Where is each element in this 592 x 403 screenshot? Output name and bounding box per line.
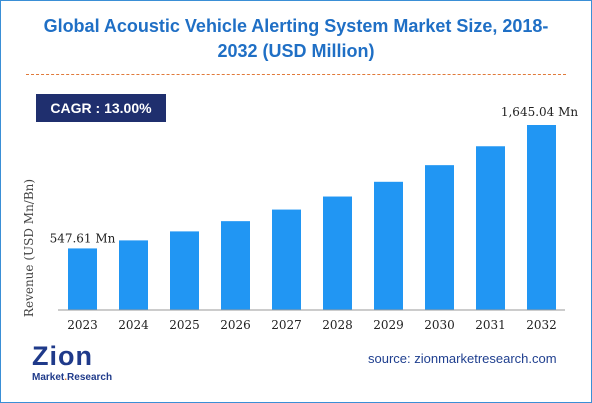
logo-sub-left: Market <box>32 372 65 383</box>
bar-2032 <box>527 125 556 310</box>
y-axis-label: Revenue (USD Mn/Bn) <box>22 179 36 317</box>
title-divider <box>26 74 566 75</box>
chart-title-line-1: Global Acoustic Vehicle Alerting System … <box>43 16 549 36</box>
bar-2025 <box>170 231 199 310</box>
data-label-last: 1,645.04 Mn <box>501 105 579 119</box>
bar-2031 <box>476 146 505 310</box>
x-tick-2032: 2032 <box>526 318 557 332</box>
logo-sub-right: Research <box>67 372 113 383</box>
x-tick-2027: 2027 <box>271 318 302 332</box>
zion-logo: Zion Market.Research <box>32 341 124 391</box>
bars-group <box>68 125 556 310</box>
source-text: source: zionmarketresearch.com <box>368 351 557 366</box>
x-tick-2023: 2023 <box>67 318 98 332</box>
x-tick-2026: 2026 <box>220 318 251 332</box>
cagr-badge: CAGR : 13.00% <box>36 94 166 122</box>
x-tick-2024: 2024 <box>118 318 149 332</box>
x-tick-2025: 2025 <box>169 318 200 332</box>
logo-subtitle: Market.Research <box>32 372 112 383</box>
x-tick-2028: 2028 <box>322 318 353 332</box>
chart-title: Global Acoustic Vehicle Alerting System … <box>0 14 592 64</box>
x-tick-2030: 2030 <box>424 318 455 332</box>
x-tick-labels: 2023 2024 2025 2026 2027 2028 2029 2030 2031 2032 <box>67 318 557 332</box>
bar-2027 <box>272 209 301 310</box>
bar-2024 <box>119 240 148 310</box>
logo-sub-sep: . <box>64 372 68 383</box>
logo-word: Zion <box>32 341 93 371</box>
x-tick-2029: 2029 <box>373 318 404 332</box>
bar-2026 <box>221 221 250 310</box>
bar-2023 <box>68 248 97 310</box>
x-tick-2031: 2031 <box>475 318 506 332</box>
bar-2030 <box>425 165 454 310</box>
bar-2029 <box>374 181 403 310</box>
chart-title-line-2: 2032 (USD Million) <box>217 41 375 61</box>
bar-2028 <box>323 196 352 310</box>
data-label-first: 547.61 Mn <box>50 231 116 245</box>
